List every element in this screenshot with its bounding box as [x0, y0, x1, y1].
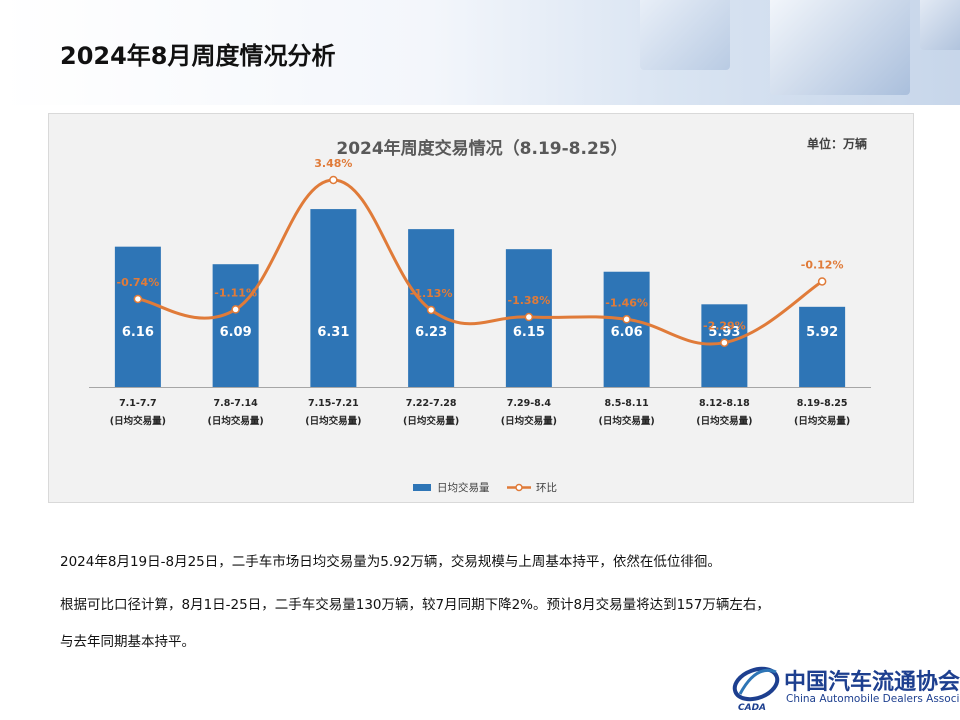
line-point-1 — [133, 294, 143, 304]
bar-value-label-6: 6.06 — [611, 325, 643, 340]
line-value-label-3: 3.48% — [314, 157, 352, 170]
line-value-label-7: -2.29% — [703, 320, 746, 333]
bar-value-label-2: 6.09 — [220, 325, 252, 340]
legend-line-label: 环比 — [536, 481, 557, 494]
chart-svg: 2024年周度交易情况（8.19-8.25） 单位：万辆 6.16 6.09 6.31 6… — [89, 136, 871, 494]
bar-value-label-1: 6.16 — [122, 325, 154, 340]
bar-value-label-3: 6.31 — [317, 325, 349, 340]
x-tick-label-2: 7.8-7.14 — [214, 398, 259, 409]
bar-1 — [114, 246, 161, 387]
x-tick-label-6: 8.5-8.11 — [605, 398, 649, 409]
association-logo: CADA 中国汽车流通协会 China Automobile Dealers A… — [730, 658, 960, 714]
x-tick-label-1: 7.1-7.7 — [119, 398, 157, 409]
x-tick-label-5: 7.29-8.4 — [507, 398, 552, 409]
line-value-label-2: -1.11% — [214, 286, 257, 299]
line-value-label-4: -1.13% — [410, 287, 453, 300]
logo-mark-text: CADA — [738, 703, 766, 712]
x-tick-sublabel-7: (日均交易量) — [696, 415, 752, 427]
x-tick-label-8: 8.19-8.25 — [797, 398, 848, 409]
bar-value-label-4: 6.23 — [415, 325, 447, 340]
line-point-7 — [720, 338, 729, 347]
line-value-label-8: -0.12% — [801, 258, 844, 271]
bar-value-label-8: 5.92 — [806, 325, 838, 340]
x-tick-sublabel-8: (日均交易量) — [794, 415, 850, 427]
x-tick-label-3: 7.15-7.21 — [308, 398, 359, 409]
bar-value-label-5: 6.15 — [513, 325, 545, 340]
line-point-3 — [329, 175, 338, 185]
logo-name-cn: 中国汽车流通协会 — [784, 669, 960, 695]
chart-title: 2024年周度交易情况（8.19-8.25） — [336, 138, 627, 159]
bar-6 — [603, 271, 650, 387]
line-point-6 — [622, 315, 631, 324]
line-point-2 — [231, 305, 240, 314]
page-title: 2024年8月周度情况分析 — [60, 42, 336, 70]
line-point-5 — [524, 312, 534, 322]
x-tick-sublabel-1: (日均交易量) — [110, 415, 166, 427]
bar-value-label-7: 5.93 — [708, 325, 740, 340]
summary-line-2: 根据可比口径计算，8月1日-25日，二手车交易量130万辆，较7月同期下降2%。… — [60, 597, 770, 613]
legend-bar-swatch — [413, 484, 431, 491]
line-value-label-6: -1.46% — [605, 296, 648, 309]
cada-emblem-icon: CADA — [732, 666, 780, 713]
summary-line-1: 2024年8月19日-8月25日，二手车市场日均交易量为5.92万辆，交易规模与… — [60, 554, 721, 570]
x-tick-sublabel-6: (日均交易量) — [599, 415, 655, 427]
x-tick-label-4: 7.22-7.28 — [406, 398, 457, 409]
legend-bar-label: 日均交易量 — [437, 481, 490, 494]
line-value-label-5: -1.38% — [508, 294, 551, 307]
logo-name-en: China Automobile Dealers Association — [786, 693, 960, 705]
chart-panel: 2024年周度交易情况（8.19-8.25） 单位：万辆 6.16 6.09 6.31 6… — [48, 113, 914, 503]
decorative-cube — [920, 0, 960, 50]
chart-unit-label: 单位：万辆 — [807, 136, 867, 151]
line-point-4 — [426, 305, 436, 315]
legend-line-marker — [515, 483, 523, 492]
bar-2 — [212, 264, 259, 387]
line-point-8 — [817, 277, 827, 286]
bar-8 — [799, 306, 846, 387]
series-line-huanbi — [137, 178, 823, 346]
header-banner — [0, 0, 960, 105]
x-tick-sublabel-5: (日均交易量) — [501, 415, 557, 427]
line-value-label-1: -0.74% — [117, 276, 160, 289]
x-tick-sublabel-4: (日均交易量) — [403, 415, 459, 427]
bar-3 — [310, 209, 357, 387]
summary-line-3: 与去年同期基本持平。 — [60, 634, 195, 650]
decorative-cube — [640, 0, 730, 70]
x-tick-sublabel-3: (日均交易量) — [305, 415, 361, 427]
x-tick-sublabel-2: (日均交易量) — [208, 415, 264, 427]
x-tick-label-7: 8.12-8.18 — [699, 398, 750, 409]
decorative-cube — [770, 0, 910, 95]
